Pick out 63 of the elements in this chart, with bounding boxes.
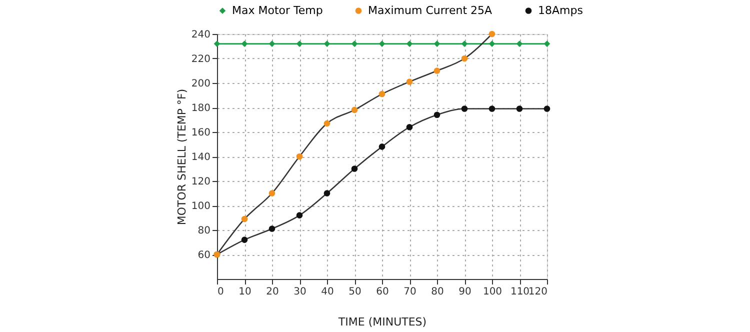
point [461,55,468,62]
x-tick-label: 50 [348,286,362,298]
point [268,40,276,47]
point [434,40,440,47]
point [296,212,303,218]
y-tick-label: 140 [191,152,210,163]
x-tick-label: 100 [482,286,502,298]
point [461,106,468,112]
point [351,106,358,114]
point [324,190,330,196]
y-tick-label: 160 [191,128,210,138]
point [296,153,303,160]
point [324,120,330,127]
point [241,40,248,47]
y-tick-label: 60 [198,250,210,261]
point [268,226,276,232]
x-tick-label: 110 [510,286,530,298]
point [214,40,220,47]
x-tick-label: 40 [321,286,334,298]
point [378,90,386,98]
point [488,40,496,47]
point [268,190,276,196]
point [544,106,550,112]
point [434,112,440,118]
x-tick-label: 30 [294,286,306,298]
x-tick-label: 120 [528,286,548,298]
x-axis-title: TIME (MINUTES) [337,316,427,328]
y-axis-title: MOTOR SHELL (TEMP °F) [175,88,188,226]
point [461,40,468,47]
x-tick-label: 60 [376,286,389,298]
y-tick-label: 220 [191,54,210,65]
y-tick-label: 240 [191,30,210,40]
point [324,40,330,47]
point [241,216,248,222]
point [406,124,413,130]
y-tick-label: 120 [191,176,210,188]
point [488,30,496,38]
x-tick-label: 70 [404,286,416,298]
y-tick-label: 100 [191,201,210,212]
point [351,40,358,47]
legend-label: Maximum Current 25A [368,4,493,17]
legend-label: Max Motor Temp [232,4,323,17]
point [241,236,248,243]
x-tick-label: 20 [266,286,279,298]
point [434,68,440,74]
x-tick-label: 0 [218,286,224,298]
x-tick-label: 10 [238,286,252,298]
x-tick-label: 90 [458,286,472,298]
point [516,106,523,112]
y-tick-label: 180 [191,103,210,114]
point [544,40,550,47]
y-tick-label: 200 [191,78,210,90]
x-tick-label: 80 [431,286,444,298]
point [516,40,523,47]
point [488,106,496,112]
point [296,40,303,47]
legend-label: 18Amps [538,4,584,17]
point [406,78,413,85]
point [351,166,358,172]
y-tick-label: 80 [198,226,210,236]
point [378,40,386,47]
point [406,40,413,47]
point [378,144,386,150]
